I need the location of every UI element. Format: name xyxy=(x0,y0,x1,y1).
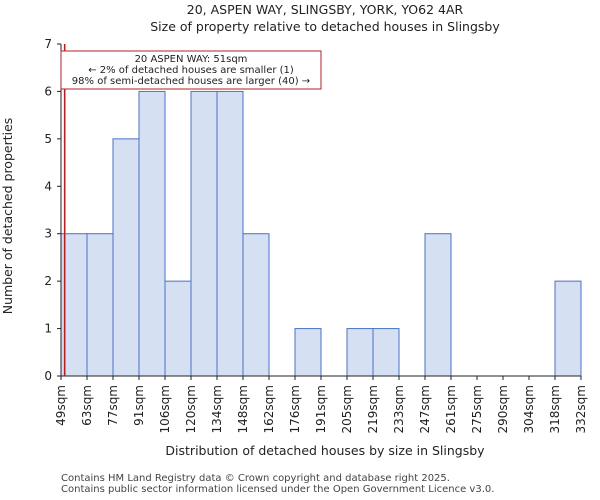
y-axis-ticks: 0 1 2 3 4 5 6 7 xyxy=(44,37,61,383)
bar-205sqm xyxy=(346,328,374,377)
bars xyxy=(60,90,582,377)
bar-120sqm xyxy=(190,90,218,377)
x-axis-label: Distribution of detached houses by size … xyxy=(165,443,485,458)
x-tick-label: 63sqm xyxy=(80,385,94,426)
bar-247sqm xyxy=(424,233,452,377)
x-tick-label: 176sqm xyxy=(288,385,302,433)
y-tick-label: 3 xyxy=(44,227,52,241)
bar-63sqm xyxy=(86,233,114,377)
x-tick-label: 219sqm xyxy=(366,385,380,433)
x-tick-label: 134sqm xyxy=(210,385,224,433)
y-tick-label: 5 xyxy=(44,132,52,146)
y-axis-label: Number of detached properties xyxy=(0,118,15,315)
x-tick-label: 318sqm xyxy=(548,385,562,433)
footer-line-1: Contains HM Land Registry data © Crown c… xyxy=(61,473,450,484)
y-tick-label: 0 xyxy=(44,369,52,383)
x-tick-label: 49sqm xyxy=(54,385,68,426)
chart-title: 20, ASPEN WAY, SLINGSBY, YORK, YO62 4AR xyxy=(187,2,464,17)
y-tick-label: 7 xyxy=(44,37,52,51)
y-tick-label: 2 xyxy=(44,274,52,288)
chart-subtitle: Size of property relative to detached ho… xyxy=(150,19,500,34)
y-tick-label: 6 xyxy=(44,84,52,98)
bar-176sqm xyxy=(294,328,322,377)
annotation-line-1: 20 ASPEN WAY: 51sqm xyxy=(135,54,248,65)
x-tick-label: 275sqm xyxy=(470,385,484,433)
annotation-line-3: 98% of semi-detached houses are larger (… xyxy=(72,76,310,87)
x-tick-label: 247sqm xyxy=(418,385,432,433)
footer-line-2: Contains public sector information licen… xyxy=(61,484,495,495)
x-axis-ticks: 49sqm 63sqm 77sqm 91sqm 106sqm 120sqm 134sqm 14… xyxy=(54,376,588,433)
bar-318sqm xyxy=(554,280,582,377)
x-tick-label: 148sqm xyxy=(236,385,250,433)
x-tick-label: 91sqm xyxy=(132,385,146,426)
x-tick-label: 191sqm xyxy=(314,385,328,433)
bar-77sqm xyxy=(112,138,140,377)
x-tick-label: 290sqm xyxy=(496,385,510,433)
annotation-line-2: ← 2% of detached houses are smaller (1) xyxy=(88,65,294,76)
y-tick-label: 4 xyxy=(44,179,52,193)
bar-148sqm xyxy=(242,233,270,377)
bar-91sqm xyxy=(138,90,166,377)
x-tick-label: 77sqm xyxy=(106,385,120,426)
x-tick-label: 233sqm xyxy=(392,385,406,433)
bar-219sqm xyxy=(372,328,400,377)
x-tick-label: 261sqm xyxy=(444,385,458,433)
x-tick-label: 120sqm xyxy=(184,385,198,433)
x-tick-label: 205sqm xyxy=(340,385,354,433)
x-tick-label: 304sqm xyxy=(522,385,536,433)
x-tick-label: 162sqm xyxy=(262,385,276,433)
x-tick-label: 106sqm xyxy=(158,385,172,433)
bar-134sqm xyxy=(216,90,244,377)
y-tick-label: 1 xyxy=(44,322,52,336)
x-tick-label: 332sqm xyxy=(574,385,588,433)
annotation-box xyxy=(60,50,322,90)
bar-106sqm xyxy=(164,280,192,377)
